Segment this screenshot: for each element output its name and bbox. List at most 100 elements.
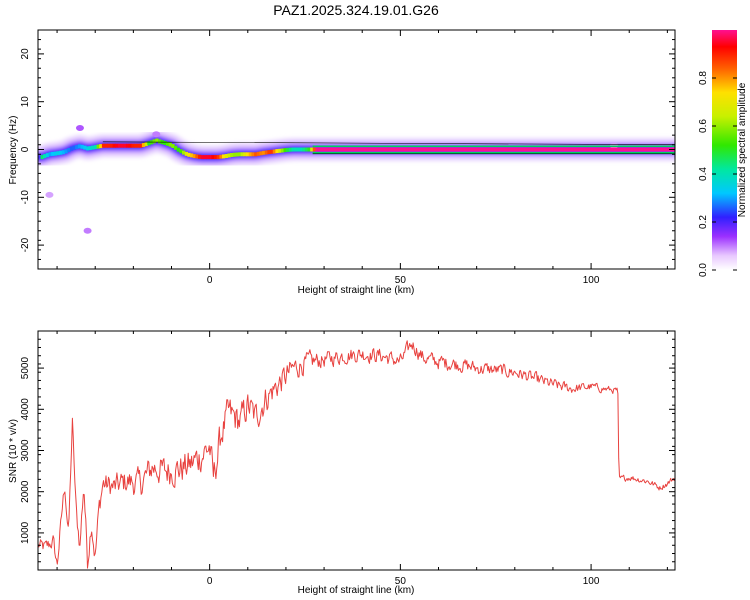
spectrogram-cell — [91, 145, 95, 150]
spectrogram-cell — [553, 147, 557, 152]
snr-ticks: 0 50 100 1000 2000 3000 4000 5000 — [20, 330, 675, 587]
spectrogram-cell — [614, 147, 618, 152]
spectrogram-cell — [398, 147, 402, 152]
snr-ytick-label: 2000 — [20, 480, 31, 503]
spectrogram-cell — [238, 152, 242, 157]
spectrogram-cell — [136, 143, 140, 148]
spectrogram-cell — [633, 147, 637, 152]
spectrogram-cell — [326, 147, 330, 152]
spectrogram-cell — [603, 147, 608, 152]
spectrogram-cell — [513, 147, 517, 152]
spectrogram-cell — [566, 147, 570, 152]
spectrogram-cell — [363, 147, 367, 152]
spectrogram-cell — [61, 150, 66, 155]
snr-series-line — [38, 340, 675, 569]
spectrogram-cell — [264, 150, 269, 155]
spectrogram-cell — [539, 147, 544, 152]
spectrogram-cell — [577, 147, 581, 152]
spectrogram-cell — [585, 147, 589, 152]
spectrogram-cell — [587, 147, 592, 152]
spectrogram-cell — [665, 147, 669, 152]
spectrogram-cell — [254, 152, 258, 157]
colorbar-label: Normalized spectral amplitude — [737, 82, 748, 217]
spectrogram-cell — [400, 147, 405, 152]
spectrogram-cell — [112, 143, 116, 148]
tone-edge-lower — [312, 152, 675, 154]
snr-xtick-label: 50 — [395, 576, 407, 587]
spectrogram-cell — [403, 147, 407, 152]
spectrogram-cell — [414, 147, 418, 152]
spectrogram-ytick-label: 10 — [20, 96, 31, 108]
spectrogram-cell — [331, 147, 335, 152]
spectrogram-cell — [214, 155, 218, 160]
spectrogram-cell — [125, 143, 130, 148]
spectrogram-cell — [478, 147, 482, 152]
spectrogram-cell — [537, 147, 541, 152]
spectrogram-cell — [315, 147, 319, 152]
spectrogram-cell — [291, 147, 295, 152]
spectrogram-cell — [141, 143, 146, 147]
spectrogram-cell — [419, 147, 423, 152]
spectrogram-cell — [283, 148, 287, 153]
spectrogram-cell — [88, 146, 92, 151]
spectrogram-cell — [481, 147, 485, 152]
spectrogram-cell — [611, 147, 616, 152]
spectrogram-cell — [104, 143, 108, 148]
spectrogram-cell — [235, 152, 239, 157]
spectrogram-cell — [40, 155, 44, 160]
spectrogram-cell — [489, 147, 493, 152]
spectrogram-cell — [483, 147, 487, 152]
spectrogram-cell — [438, 147, 442, 152]
spectrogram-cell — [93, 145, 98, 150]
spectrogram-cell — [518, 147, 522, 152]
spectrogram-cell — [206, 155, 210, 160]
spectrogram-cell — [246, 152, 250, 157]
spectrogram-cell — [304, 147, 309, 152]
spectrogram-cell — [334, 147, 338, 152]
spectrogram-cell — [152, 139, 156, 144]
spectrogram-cell — [630, 147, 634, 152]
spectrogram-cell — [56, 151, 60, 156]
spectrogram-cell — [368, 147, 373, 152]
spectrogram-cell — [195, 154, 199, 159]
spectrogram-cell — [643, 147, 648, 152]
spectrogram-cell — [184, 151, 188, 156]
spectrogram-ticks: 0 50 100 -20 -10 0 10 20 — [20, 29, 675, 286]
spectrogram-cell — [115, 143, 119, 148]
spectrogram-cell — [441, 147, 445, 152]
spectrogram-cell — [563, 147, 568, 152]
spectrogram-cell — [48, 152, 52, 157]
spectrogram-cell — [158, 139, 162, 144]
spectrogram-cell — [371, 147, 375, 152]
spectrogram-cell — [569, 147, 573, 152]
spectrogram-cell — [139, 143, 143, 148]
spectrogram-cell — [222, 154, 226, 159]
spectrogram-cell — [609, 147, 613, 152]
spectrogram-cell — [174, 145, 178, 150]
spectrogram-cell — [182, 150, 186, 155]
colorbar: 0.0 0.2 0.4 0.6 0.8 Normalized spectral ampl… — [698, 30, 748, 277]
spectrogram-cell — [486, 147, 490, 152]
spectrogram-cell — [454, 147, 458, 152]
spectrogram-cell — [531, 147, 536, 152]
spectrogram-cell — [69, 146, 74, 151]
spectrogram-cell — [224, 154, 228, 158]
spectrogram-cell — [344, 147, 349, 152]
spectrogram-ylabel: Frequency (Hz) — [8, 116, 19, 185]
spectrogram-cell — [571, 147, 576, 152]
spectrogram-cell — [470, 147, 474, 152]
spectrogram-cell — [232, 152, 236, 157]
spectrogram-cell — [497, 147, 501, 152]
spectrogram-cell — [657, 147, 661, 152]
spectrogram-cell — [499, 147, 503, 152]
spectrogram-cell — [117, 143, 122, 148]
spectrogram-cell — [425, 147, 429, 152]
spectrogram-cell — [598, 147, 602, 152]
snr-ytick-label: 5000 — [20, 357, 31, 380]
spectrogram-cell — [286, 147, 290, 152]
spectrogram-cell — [625, 147, 629, 152]
spectrogram-xlabel: Height of straight line (km) — [298, 285, 415, 296]
colorbar-scale — [712, 30, 737, 270]
colorbar-tick-label: 0.2 — [698, 215, 709, 229]
spectrogram-cell — [417, 147, 421, 152]
